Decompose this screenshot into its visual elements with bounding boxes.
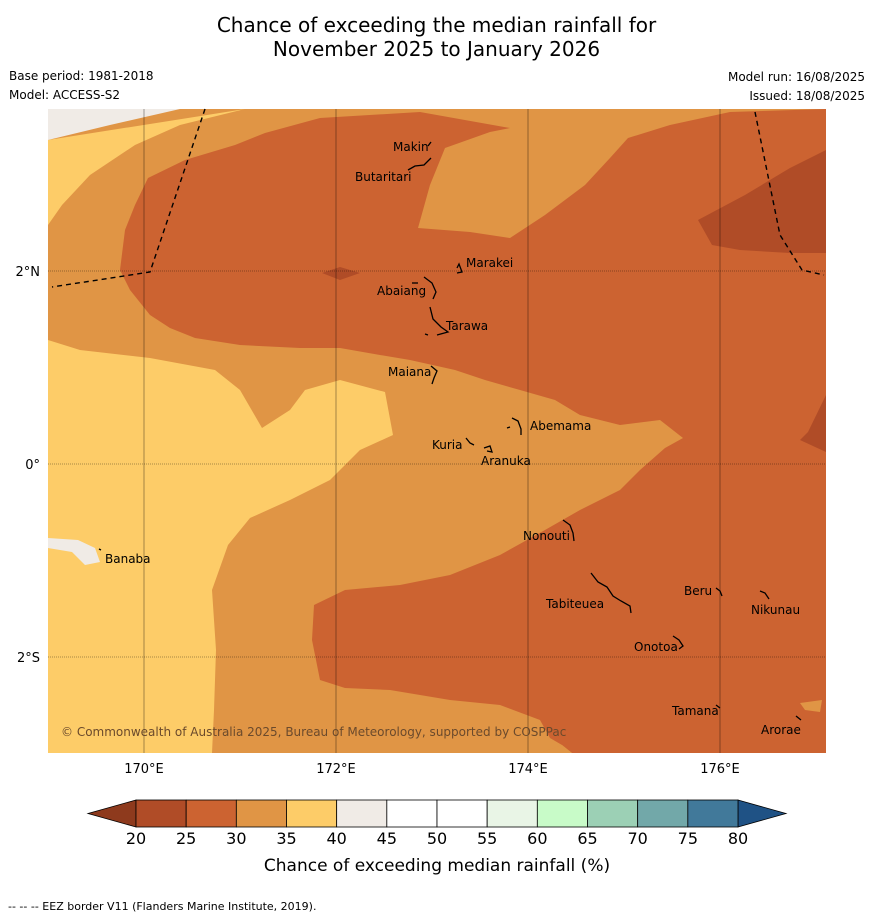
- colorbar-segment: [185, 799, 237, 828]
- place-label-arorae: Arorae: [761, 723, 801, 737]
- place-label-abemama: Abemama: [530, 419, 591, 433]
- field-35-40-northwest: [48, 109, 245, 225]
- model-name: Model: ACCESS-S2: [9, 88, 121, 102]
- colorbar-segment: [336, 799, 388, 828]
- field-30-35-corner: [800, 700, 822, 712]
- colorbar-tick-label: 75: [678, 829, 698, 848]
- place-label-makin: Makin: [393, 140, 429, 154]
- place-label-tamana: Tamana: [671, 704, 719, 718]
- colorbar-tick-label: 80: [728, 829, 748, 848]
- field-40-45-banaba: [48, 538, 100, 565]
- field-20-25-east: [800, 395, 826, 452]
- colorbar-tick-label: 45: [377, 829, 397, 848]
- place-label-abaiang: Abaiang: [377, 284, 426, 298]
- place-label-aranuka: Aranuka: [481, 454, 531, 468]
- place-label-nonouti: Nonouti: [523, 529, 570, 543]
- base-period: Base period: 1981-2018: [9, 69, 154, 83]
- colorbar-tick-label: 40: [326, 829, 346, 848]
- colorbar-segment: [587, 799, 639, 828]
- footer-note: -- -- -- EEZ border V11 (Flanders Marine…: [8, 900, 317, 913]
- issued-date: Issued: 18/08/2025: [749, 89, 865, 103]
- colorbar: 20 25 30 35 40 45 50 55 60 65 70 75 80: [86, 799, 788, 848]
- rainfall-map: Makin Butaritari Marakei Abaiang Tarawa …: [16, 108, 826, 876]
- place-label-tarawa: Tarawa: [445, 319, 488, 333]
- place-label-tabiteuea: Tabiteuea: [545, 597, 604, 611]
- place-label-butaritari: Butaritari: [355, 170, 412, 184]
- colorbar-segment: [135, 799, 187, 828]
- colorbar-under-arrow: [86, 799, 137, 828]
- colorbar-tick-label: 30: [226, 829, 246, 848]
- gridlines: [48, 109, 826, 753]
- lon-label-174e: 174°E: [508, 762, 548, 777]
- lat-axis-labels: 2°N 0° 2°S: [16, 265, 41, 666]
- lat-label-2n: 2°N: [16, 265, 41, 280]
- colorbar-tick-label: 65: [577, 829, 597, 848]
- lon-label-170e: 170°E: [124, 762, 164, 777]
- colorbar-segment: [486, 799, 538, 828]
- colorbar-label: Chance of exceeding median rainfall (%): [264, 856, 610, 876]
- place-label-nikunau: Nikunau: [751, 603, 800, 617]
- field-20-25-northeast: [698, 150, 826, 253]
- colorbar-segment: [286, 799, 338, 828]
- eez-borders: [51, 108, 825, 288]
- island-outlines: [98, 141, 802, 721]
- colorbar-over-arrow: [737, 799, 788, 828]
- field-30-35-southeast: [540, 745, 572, 753]
- place-labels: Makin Butaritari Marakei Abaiang Tarawa …: [105, 140, 801, 737]
- place-label-kuria: Kuria: [432, 438, 463, 452]
- lon-label-176e: 176°E: [700, 762, 740, 777]
- place-label-onotoa: Onotoa: [634, 640, 678, 654]
- colorbar-segment: [536, 799, 588, 828]
- colorbar-tick-label: 60: [527, 829, 547, 848]
- rainfall-fields: [48, 109, 826, 753]
- colorbar-segment: [637, 799, 689, 828]
- colorbar-tick-label: 25: [176, 829, 196, 848]
- place-label-marakei: Marakei: [466, 256, 513, 270]
- lon-label-172e: 172°E: [316, 762, 356, 777]
- colorbar-tick-label: 35: [276, 829, 296, 848]
- colorbar-tick-label: 20: [126, 829, 146, 848]
- place-label-beru: Beru: [684, 584, 712, 598]
- colorbar-segment: [235, 799, 287, 828]
- lon-axis-labels: 170°E 172°E 174°E 176°E: [124, 762, 740, 777]
- colorbar-tick-label: 50: [427, 829, 447, 848]
- field-25-30-north: [120, 109, 826, 753]
- colorbar-segment: [687, 799, 739, 828]
- lat-label-2s: 2°S: [17, 651, 40, 666]
- colorbar-segment: [436, 799, 488, 828]
- colorbar-segment: [386, 799, 438, 828]
- model-run: Model run: 16/08/2025: [727, 70, 865, 84]
- place-label-maiana: Maiana: [388, 365, 431, 379]
- title-line-2: November 2025 to January 2026: [272, 37, 601, 61]
- place-label-banaba: Banaba: [105, 552, 151, 566]
- copyright-notice: © Commonwealth of Australia 2025, Bureau…: [61, 725, 566, 739]
- colorbar-tick-label: 70: [627, 829, 647, 848]
- title-line-1: Chance of exceeding the median rainfall …: [216, 13, 657, 37]
- field-35-40-west: [48, 340, 393, 753]
- field-40-45-northwest: [48, 109, 180, 140]
- field-20-25-small: [322, 267, 360, 280]
- lat-label-0: 0°: [25, 458, 40, 473]
- colorbar-tick-label: 55: [477, 829, 497, 848]
